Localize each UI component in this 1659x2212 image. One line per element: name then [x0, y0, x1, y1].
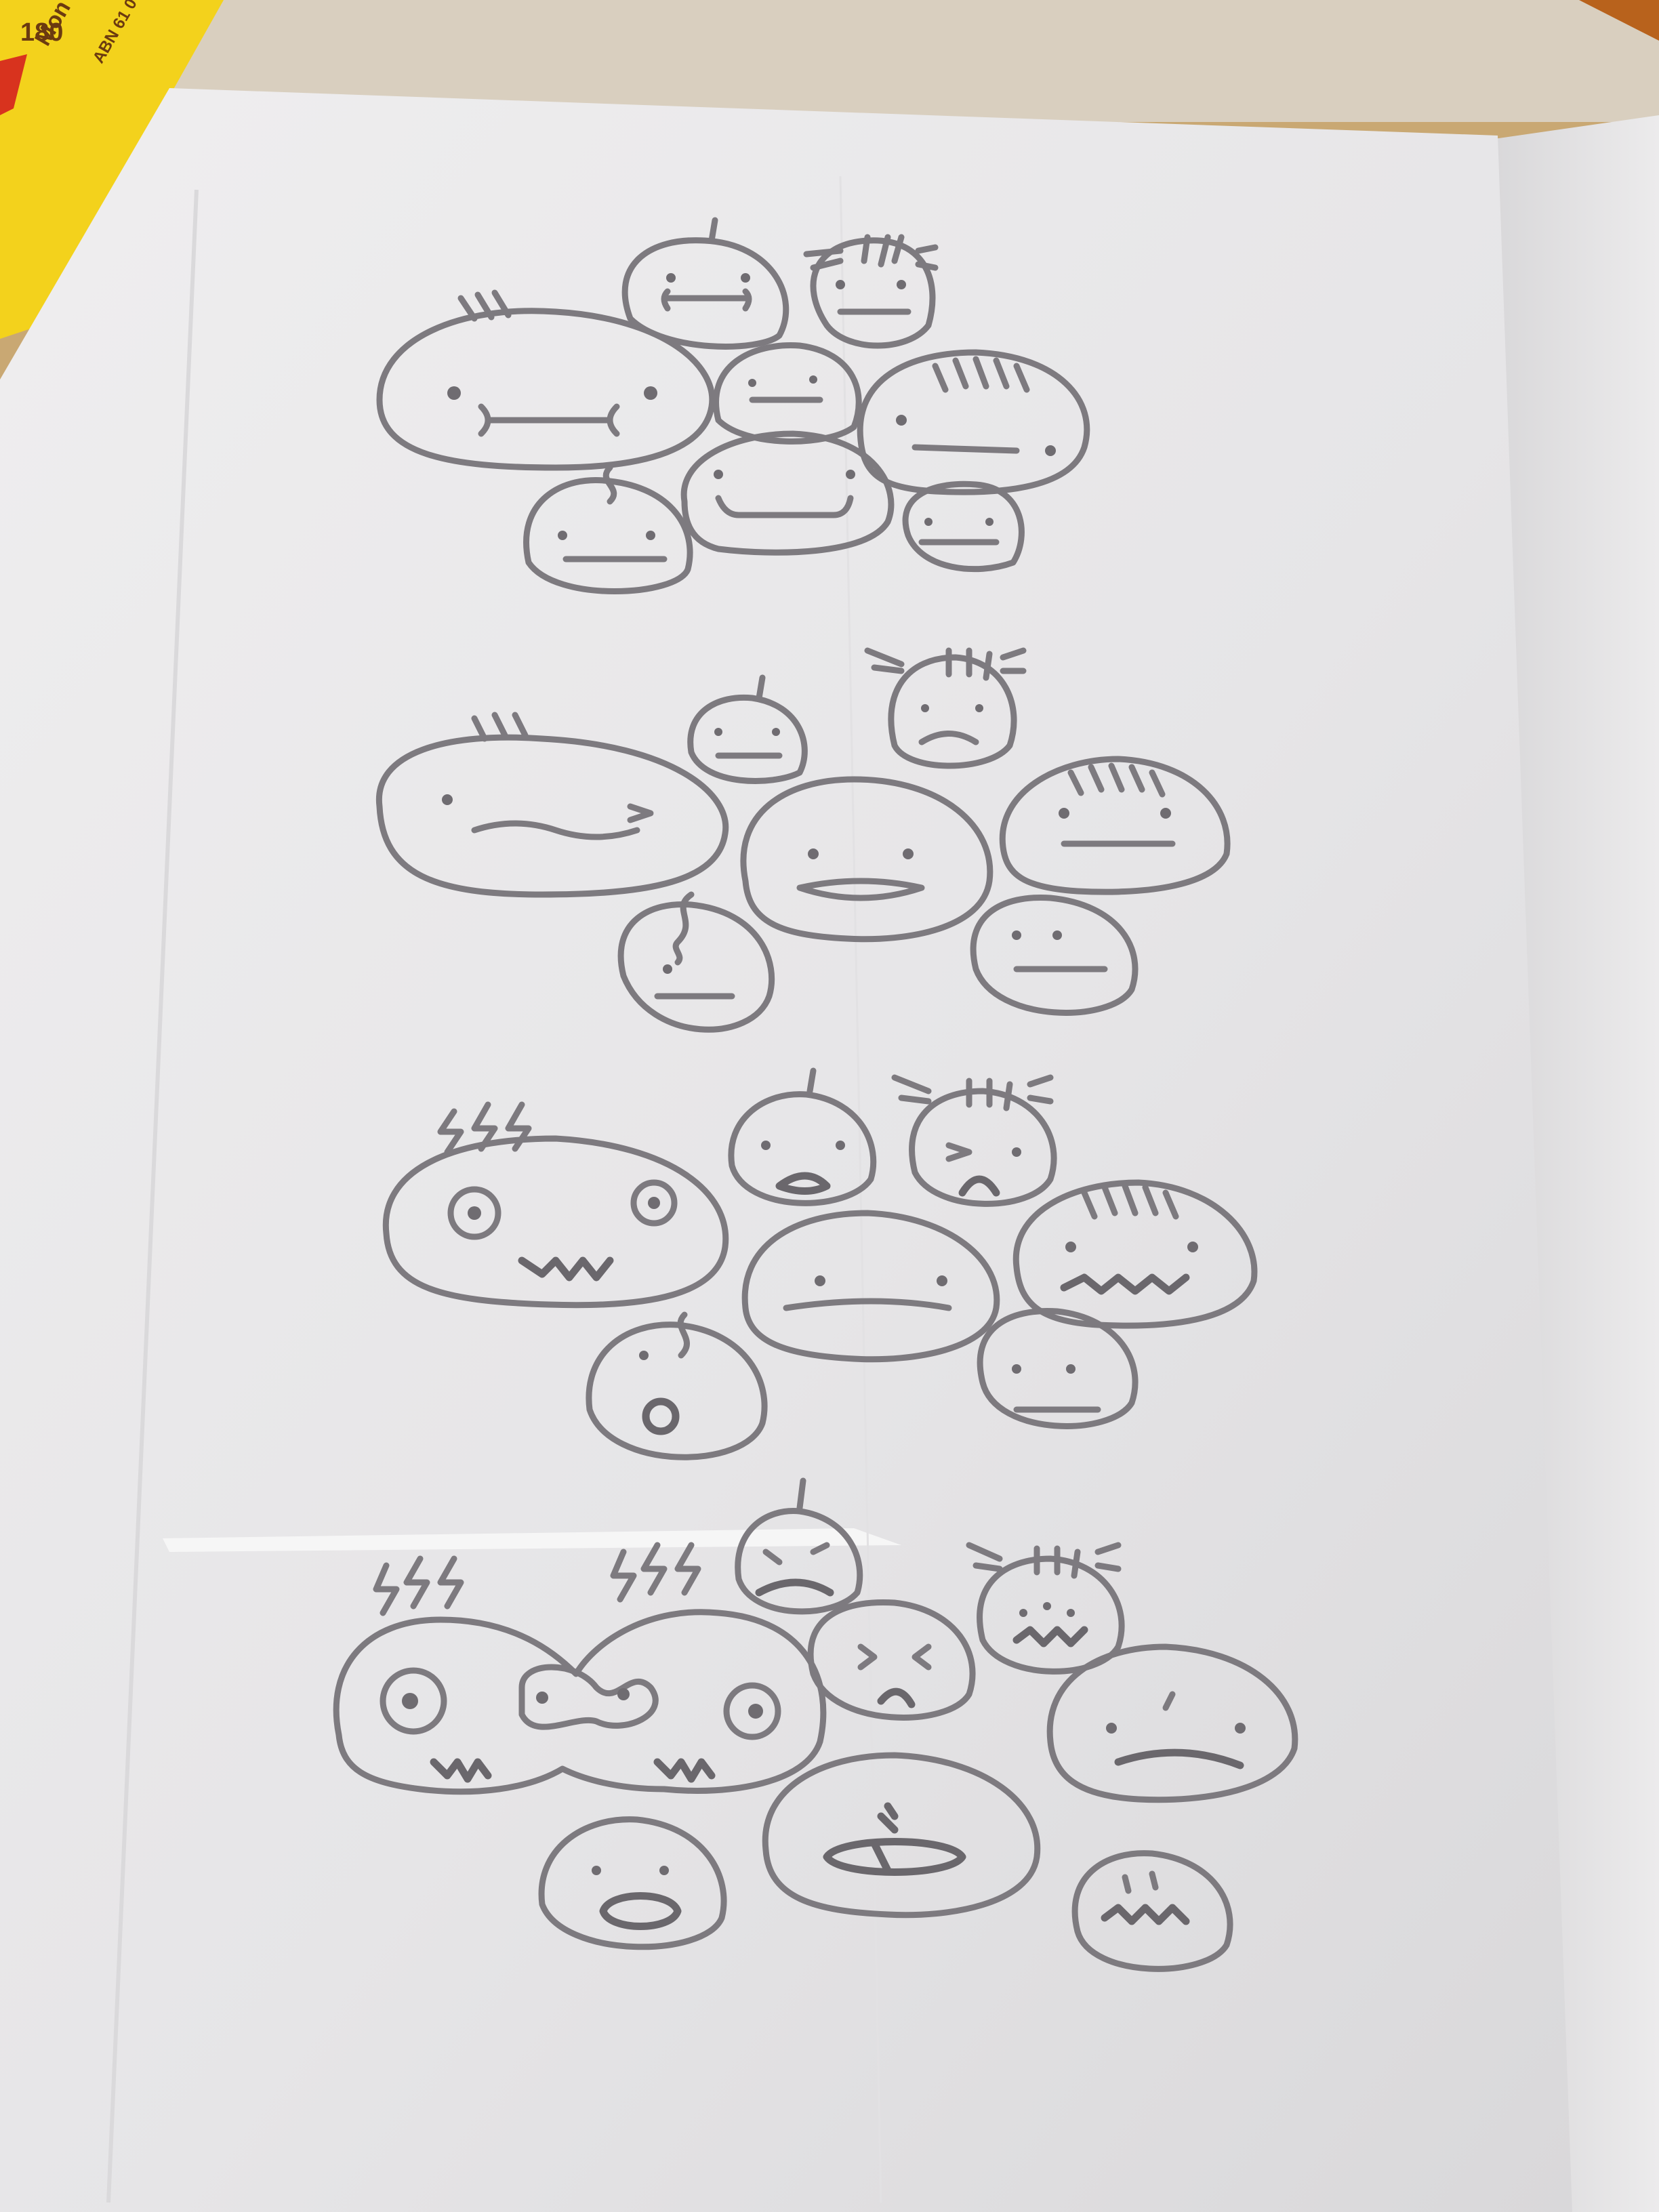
- card-text-line1: 180: [20, 18, 63, 47]
- face-group-row-3: [382, 1067, 1258, 1460]
- right-page: [1471, 115, 1659, 2212]
- yellow-card: 180 Mon ABN 61 0: [0, 0, 224, 339]
- page-tear-shadow: [163, 1528, 901, 1552]
- desk-object-top-right: [1579, 0, 1659, 41]
- faint-ruled-line: [106, 189, 199, 2203]
- face-group-row-2: [375, 647, 1231, 1033]
- face-group-row-1: [376, 217, 1090, 594]
- face-group-row-4: [333, 1477, 1298, 1972]
